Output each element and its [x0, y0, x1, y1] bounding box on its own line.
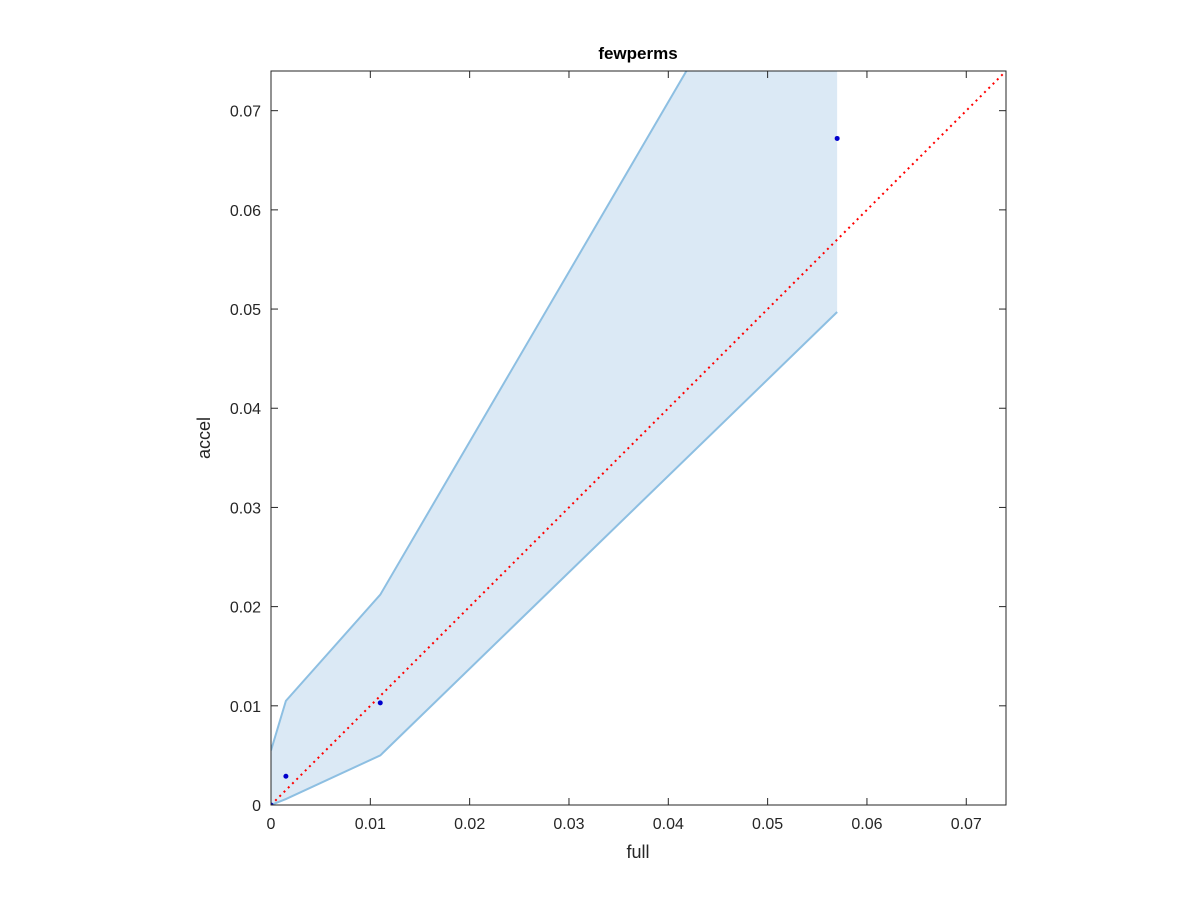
data-points: [271, 135, 840, 805]
x-tick-label: 0.03: [553, 816, 584, 833]
x-tick-label: 0.02: [454, 816, 485, 833]
confidence-band-upper-edge: [271, 71, 688, 751]
reference-diagonal-line: [271, 71, 1006, 805]
x-tick-label: 0.05: [752, 816, 783, 833]
x-tick-label: 0: [267, 816, 276, 833]
x-tick-label: 0.06: [851, 816, 882, 833]
y-tick-label: 0.06: [230, 203, 261, 220]
x-tick-label: 0.01: [355, 816, 386, 833]
data-point-3: [377, 700, 383, 706]
axes-box: [270, 70, 1007, 806]
data-point-2: [283, 773, 289, 779]
x-axis-ticks: 0 0.01 0.02 0.03 0.04 0.05 0.06 0.07: [267, 71, 982, 833]
data-point-4: [834, 135, 840, 141]
y-tick-label: 0.01: [230, 699, 261, 716]
confidence-band-lower-edge: [271, 311, 838, 805]
y-tick-label: 0.07: [230, 104, 261, 121]
y-tick-label: 0.03: [230, 500, 261, 517]
data-point-1: [271, 802, 274, 805]
y-tick-label: 0.05: [230, 302, 261, 319]
x-axis-label: full: [626, 842, 649, 862]
y-axis-ticks: 0 0.01 0.02 0.03 0.04 0.05 0.06 0.07: [230, 104, 1006, 815]
y-tick-label: 0.04: [230, 401, 261, 418]
y-tick-label: 0.02: [230, 600, 261, 617]
x-tick-label: 0.04: [653, 816, 684, 833]
y-tick-label: 0: [252, 798, 261, 815]
x-tick-label: 0.07: [951, 816, 982, 833]
plot-area: [271, 71, 1006, 805]
chart-title: fewperms: [598, 44, 677, 63]
y-axis-label: accel: [194, 417, 214, 459]
confidence-band-fill: [271, 71, 838, 805]
